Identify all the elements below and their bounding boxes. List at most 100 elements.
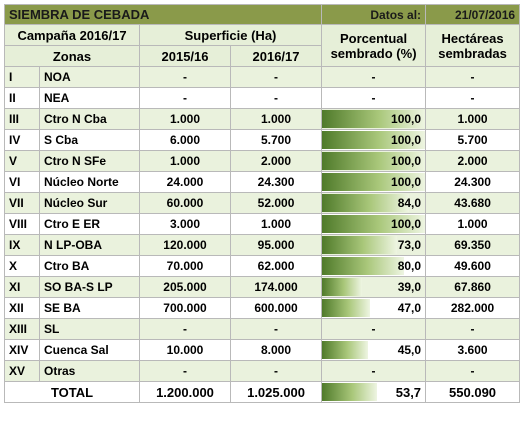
percent-sown: - <box>321 66 427 88</box>
zone-name: NEA <box>39 87 140 109</box>
zone-name: NOA <box>39 66 140 88</box>
header-row-2: Zonas 2015/16 2016/17 <box>4 45 520 67</box>
campaign-header: Campaña 2016/17 <box>4 24 140 46</box>
percent-value: 39,0 <box>397 280 422 294</box>
percent-value: - <box>371 322 376 336</box>
zone-name: S Cba <box>39 129 140 151</box>
percent-value: 100,0 <box>391 133 422 147</box>
title-row: SIEMBRA DE CEBADA Datos al: 21/07/2016 <box>3 4 521 25</box>
surface-2015: 6.000 <box>139 129 231 151</box>
surface-2015: 24.000 <box>139 171 231 193</box>
surface-2015: 10.000 <box>139 339 231 361</box>
date-value: 21/07/2016 <box>425 4 521 25</box>
zone-number: IX <box>4 234 40 256</box>
surface-header: Superficie (Ha) <box>138 24 323 46</box>
zone-number: X <box>4 255 40 277</box>
percent-value: 84,0 <box>397 196 422 210</box>
total-2015: 1.200.000 <box>139 381 231 403</box>
zone-number: VI <box>4 171 40 193</box>
surface-2016: - <box>229 360 323 382</box>
hectares-sown: 5.700 <box>425 129 521 151</box>
zone-number: XI <box>4 276 40 298</box>
surface-2015: - <box>139 360 231 382</box>
zone-number: II <box>4 87 40 109</box>
zone-number: I <box>4 66 40 88</box>
hectares-header: Hectáreas sembradas <box>425 24 521 67</box>
barley-sowing-table-container: SIEMBRA DE CEBADA Datos al: 21/07/2016 C… <box>3 4 521 403</box>
percent-bar <box>322 278 363 296</box>
table-row: V Ctro N SFe 1.000 2.000 100,0 2.000 <box>4 150 521 172</box>
surface-2015: 120.000 <box>139 234 231 256</box>
zone-name: SL <box>39 318 140 340</box>
surface-2016: 1.000 <box>229 213 323 235</box>
surface-2016: 95.000 <box>229 234 323 256</box>
table-title: SIEMBRA DE CEBADA <box>3 4 323 25</box>
zone-number: IV <box>4 129 40 151</box>
surface-2016: - <box>229 87 323 109</box>
zone-name: Núcleo Sur <box>39 192 140 214</box>
date-label: Datos al: <box>321 4 427 25</box>
percent-sown: 47,0 <box>321 297 427 319</box>
surface-2015: 70.000 <box>139 255 231 277</box>
hectares-sown: 49.600 <box>425 255 521 277</box>
hectares-sown: 3.600 <box>425 339 521 361</box>
surface-2015: - <box>139 318 231 340</box>
zone-name: SO BA-S LP <box>39 276 140 298</box>
percent-bar <box>322 383 378 401</box>
hectares-sown: - <box>425 87 521 109</box>
surface-2016: - <box>229 318 323 340</box>
surface-2016: 52.000 <box>229 192 323 214</box>
surface-2016: 2.000 <box>229 150 323 172</box>
zone-number: VII <box>4 192 40 214</box>
percent-value: 100,0 <box>391 154 422 168</box>
percent-value: - <box>371 91 376 105</box>
zone-name: N LP-OBA <box>39 234 140 256</box>
percent-sown: 100,0 <box>321 213 427 235</box>
percent-sown: 73,0 <box>321 234 427 256</box>
percent-sown: - <box>321 87 427 109</box>
zone-name: Ctro N Cba <box>39 108 140 130</box>
table-row: VI Núcleo Norte 24.000 24.300 100,0 24.300 <box>4 171 521 193</box>
header-row-1: Campaña 2016/17 Superficie (Ha) Porcentu… <box>4 24 521 67</box>
hectares-sown: 69.350 <box>425 234 521 256</box>
zone-name: Ctro E ER <box>39 213 140 235</box>
percent-sown: 100,0 <box>321 108 427 130</box>
hectares-sown: 282.000 <box>425 297 521 319</box>
zone-number: XIII <box>4 318 40 340</box>
total-label: TOTAL <box>4 381 140 403</box>
percent-bar <box>322 110 425 128</box>
table-row: XII SE BA 700.000 600.000 47,0 282.000 <box>4 297 521 319</box>
zones-header: Zonas <box>4 45 140 67</box>
percent-bar <box>322 131 425 149</box>
zone-name: Núcleo Norte <box>39 171 140 193</box>
percent-value: 100,0 <box>391 112 422 126</box>
percent-sown: - <box>321 360 427 382</box>
table-row: VIII Ctro E ER 3.000 1.000 100,0 1.000 <box>4 213 521 235</box>
zone-name: Ctro BA <box>39 255 140 277</box>
zone-name: Ctro N SFe <box>39 150 140 172</box>
zone-number: V <box>4 150 40 172</box>
surface-2016: 62.000 <box>229 255 323 277</box>
zone-rows: I NOA - - - - II NEA - - - - III Ctro N Cba 1.000 1.000… <box>4 66 521 382</box>
surface-2016: 5.700 <box>229 129 323 151</box>
zone-number: XIV <box>4 339 40 361</box>
year-2015-header: 2015/16 <box>139 45 231 67</box>
table-row: I NOA - - - - <box>4 66 521 88</box>
table-row: XI SO BA-S LP 205.000 174.000 39,0 67.860 <box>4 276 521 298</box>
surface-2016: 600.000 <box>229 297 323 319</box>
hectares-sown: 43.680 <box>425 192 521 214</box>
surface-2016: 8.000 <box>229 339 323 361</box>
percent-bar <box>322 215 425 233</box>
table-row: IX N LP-OBA 120.000 95.000 73,0 69.350 <box>4 234 521 256</box>
surface-2015: 1.000 <box>139 150 231 172</box>
surface-2015: 3.000 <box>139 213 231 235</box>
table-row: XIV Cuenca Sal 10.000 8.000 45,0 3.600 <box>4 339 521 361</box>
percent-value: 45,0 <box>397 343 422 357</box>
total-percent: 53,7 <box>321 381 427 403</box>
table-row: VII Núcleo Sur 60.000 52.000 84,0 43.680 <box>4 192 521 214</box>
hectares-sown: 24.300 <box>425 171 521 193</box>
percent-bar <box>322 152 425 170</box>
hectares-header-line2: sembradas <box>438 45 507 61</box>
percent-value: 100,0 <box>391 175 422 189</box>
percent-sown: 80,0 <box>321 255 427 277</box>
